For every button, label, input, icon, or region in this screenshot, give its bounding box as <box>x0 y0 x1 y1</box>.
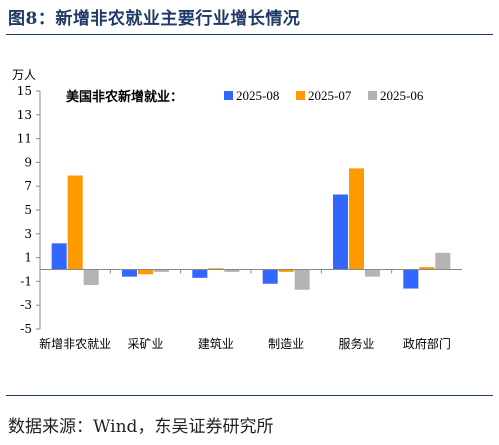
figure-title: 图8：新增非农就业主要行业增长情况 <box>8 9 301 29</box>
bar-2025-06-服务业 <box>365 269 380 277</box>
bar-chart: 万人 美国非农新增就业： 2025-08 2025-07 2025-06 -5 -3 -… <box>12 68 462 351</box>
y-tick-label: -5 <box>20 322 32 336</box>
x-axis: 新增非农就业 采矿业 建筑业 制造业 服务业 政府部门 <box>39 269 462 351</box>
legend-label: 2025-07 <box>308 88 352 103</box>
bar-2025-06-采矿业 <box>154 269 169 272</box>
y-axis-unit-label: 万人 <box>12 68 36 82</box>
bottom-rule <box>6 395 493 396</box>
bar-2025-08-制造业 <box>262 269 278 284</box>
source-note: 数据来源：Wind，东吴证券研究所 <box>8 417 274 437</box>
legend-swatch <box>224 91 233 100</box>
bar-2025-08-服务业 <box>333 194 348 270</box>
y-tick-label: -3 <box>20 298 32 312</box>
y-tick-label: 9 <box>24 155 32 169</box>
legend-swatch <box>368 91 377 100</box>
bar-2025-07-采矿业 <box>138 269 153 275</box>
legend: 2025-08 2025-07 2025-06 <box>224 88 424 103</box>
bar-2025-08-新增非农就业 <box>51 243 67 270</box>
bar-2025-08-采矿业 <box>122 269 137 277</box>
bar-2025-07-建筑业 <box>208 268 224 270</box>
bar-2025-07-制造业 <box>278 269 294 272</box>
legend-label: 2025-08 <box>236 88 279 103</box>
y-tick-label: 3 <box>24 227 32 241</box>
bar-2025-06-制造业 <box>294 269 310 290</box>
legend-title: 美国非农新增就业： <box>66 89 183 105</box>
legend-label: 2025-06 <box>380 88 424 103</box>
x-category-label: 新增非农就业 <box>39 336 111 351</box>
x-category-label: 服务业 <box>338 336 374 351</box>
y-tick-label: 15 <box>17 84 32 98</box>
bar-2025-06-建筑业 <box>224 269 240 272</box>
y-tick-label: -1 <box>20 274 32 288</box>
bars <box>51 168 451 290</box>
x-category-label: 建筑业 <box>198 336 234 351</box>
top-rule <box>6 34 493 35</box>
y-tick-label: 11 <box>17 132 32 146</box>
y-tick-label: 1 <box>24 251 32 265</box>
x-category-label: 政府部门 <box>403 336 451 351</box>
y-tick-label: 5 <box>24 203 32 217</box>
bar-2025-07-服务业 <box>349 168 364 270</box>
bar-2025-06-新增非农就业 <box>83 269 99 285</box>
y-tick-label: 7 <box>24 179 32 193</box>
x-category-label: 采矿业 <box>127 337 163 351</box>
bar-2025-07-新增非农就业 <box>67 175 83 270</box>
legend-swatch <box>296 91 305 100</box>
x-category-label: 制造业 <box>268 337 304 351</box>
bar-2025-08-建筑业 <box>192 269 208 278</box>
bar-2025-07-政府部门 <box>419 267 435 270</box>
y-tick-label: 13 <box>17 108 32 122</box>
bar-2025-08-政府部门 <box>403 269 419 289</box>
bar-2025-06-政府部门 <box>435 252 451 270</box>
